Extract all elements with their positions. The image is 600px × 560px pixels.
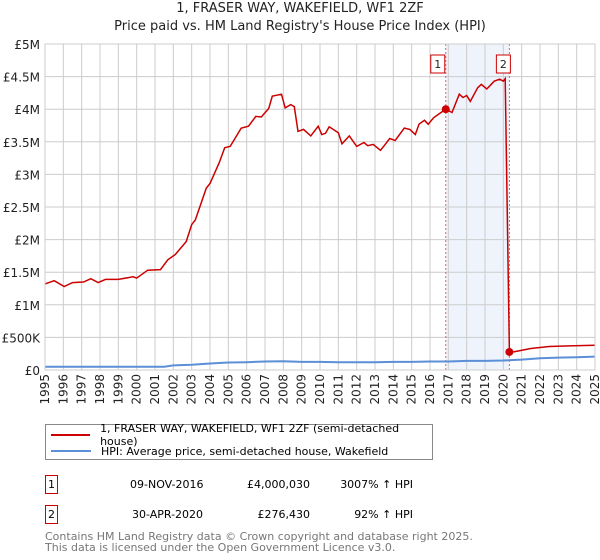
sale-point: [505, 347, 514, 356]
x-tick-label: 2022: [533, 374, 547, 405]
sale-price: £4,000,030: [247, 478, 310, 491]
x-tick-label: 2014: [386, 374, 400, 405]
sale-label: 1: [434, 58, 441, 71]
sale-price: £276,430: [257, 508, 311, 521]
y-tick-label: £1.5M: [3, 266, 40, 280]
sale-label: 2: [500, 58, 507, 71]
y-tick-label: £4M: [14, 103, 40, 117]
x-tick-label: 2019: [478, 374, 492, 405]
x-tick-label: 2015: [405, 374, 419, 405]
x-tick-label: 1997: [75, 374, 89, 405]
x-tick-label: 2021: [515, 374, 529, 405]
y-tick-label: £5M: [14, 38, 40, 52]
x-tick-label: 1996: [56, 374, 70, 405]
legend-item-price: 1, FRASER WAY, WAKEFIELD, WF1 2ZF (semi-…: [51, 422, 432, 448]
x-tick-label: 2010: [313, 374, 327, 405]
x-tick-label: 2020: [496, 374, 510, 405]
x-tick-label: 2009: [295, 374, 309, 405]
sale-date: 30-APR-2020: [132, 508, 204, 521]
legend-swatch-blue: [51, 450, 91, 452]
x-tick-label: 1998: [93, 374, 107, 405]
x-tick-label: 2000: [130, 374, 144, 405]
table-row: 1 09-NOV-2016 £4,000,030 3007% ↑ HPI: [45, 475, 445, 495]
y-tick-label: £4.5M: [3, 71, 40, 85]
legend-label: 1, FRASER WAY, WAKEFIELD, WF1 2ZF (semi-…: [100, 422, 400, 448]
hpi-line: [45, 355, 596, 368]
y-tick-label: £2.5M: [3, 201, 40, 215]
chart-title: 1, FRASER WAY, WAKEFIELD, WF1 2ZF: [176, 1, 424, 16]
x-tick-label: 1995: [38, 374, 52, 405]
legend-item-hpi: HPI: Average price, semi-detached house,…: [51, 443, 388, 459]
chart-subtitle: Price paid vs. HM Land Registry's House …: [114, 19, 486, 34]
x-tick-label: 2016: [423, 374, 437, 405]
sale-point: [441, 105, 450, 114]
legend-swatch-red: [51, 434, 91, 436]
x-tick-label: 2012: [350, 374, 364, 405]
table-row: 2 30-APR-2020 £276,430 92% ↑ HPI: [45, 505, 445, 525]
y-tick-label: £500K: [2, 331, 42, 345]
sale-marker-badge: 2: [45, 505, 58, 524]
sale-marker-badge: 1: [45, 475, 58, 494]
footer-copyright: Contains HM Land Registry data © Crown c…: [45, 530, 473, 543]
x-tick-label: 2006: [240, 374, 254, 405]
x-tick-label: 2018: [460, 374, 474, 405]
x-tick-label: 2024: [570, 374, 584, 405]
legend: 1, FRASER WAY, WAKEFIELD, WF1 2ZF (semi-…: [45, 422, 433, 460]
x-tick-label: 2008: [276, 374, 290, 405]
x-tick-label: 2017: [441, 374, 455, 405]
x-tick-label: 2004: [203, 374, 217, 405]
price-paid-line: [44, 76, 596, 353]
x-tick-label: 2003: [185, 374, 199, 405]
plot-border: [44, 43, 596, 371]
y-tick-label: £0: [25, 364, 40, 378]
sale-label-box: [495, 54, 511, 74]
x-tick-label: 2005: [221, 374, 235, 405]
footer-licence: This data is licensed under the Open Gov…: [45, 541, 396, 554]
x-tick-label: 2025: [588, 374, 600, 405]
sale-date: 09-NOV-2016: [130, 478, 204, 491]
x-tick-label: 2007: [258, 374, 272, 405]
y-tick-label: £1M: [14, 299, 40, 313]
x-tick-label: 1999: [111, 374, 125, 405]
x-tick-label: 2013: [368, 374, 382, 405]
legend-label: HPI: Average price, semi-detached house,…: [101, 444, 389, 458]
y-tick-label: £3M: [14, 168, 40, 182]
plot-area: £0 £500K £1M £1.5M £2M £2.5M £3M £3.5M £4M £4.5M £…: [2, 38, 600, 405]
x-tick-label: 2001: [148, 374, 162, 405]
sale-label-box: [430, 54, 446, 74]
x-tick-label: 2011: [331, 374, 345, 405]
y-tick-label: £2M: [14, 234, 40, 248]
x-tick-label: 2002: [166, 374, 180, 405]
x-tick-label: 2023: [551, 374, 565, 405]
sale-hpi-change: 3007% ↑ HPI: [340, 478, 413, 491]
y-tick-label: £3.5M: [3, 136, 40, 150]
sale-hpi-change: 92% ↑ HPI: [354, 508, 413, 521]
